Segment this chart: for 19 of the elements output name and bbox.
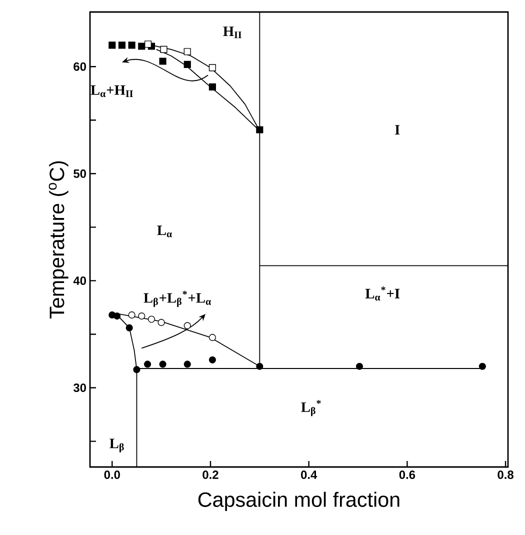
- y-axis-title: Temperature ($^{o}$C): [48, 161, 68, 318]
- annotation: H$_{II}$: [223, 26, 242, 38]
- x-tick-label: 0.2: [202, 470, 218, 479]
- x-tick-label: 0.6: [399, 470, 416, 479]
- y-tick-label: 60: [74, 62, 86, 71]
- annotation: L$_{β}$: [110, 438, 124, 452]
- annotation: L$_{β}$+L$_{β}$$^{*}$+L$_{α}$: [144, 290, 211, 307]
- annotation: L$_{β}$*: [301, 400, 321, 416]
- y-tick-label: 50: [74, 169, 86, 178]
- annotation: I: [395, 125, 400, 134]
- x-tick-label: 0.8: [498, 470, 514, 479]
- annotation: L$_{α}$+H$_{II}$: [90, 85, 133, 98]
- y-tick-label: 40: [73, 276, 86, 285]
- annotation: L$_{α}$$^{*}$+I: [365, 286, 400, 301]
- x-tick-label: 0.4: [300, 470, 318, 479]
- x-tick-label: 0.0: [104, 470, 120, 479]
- y-tick-label: 30: [73, 384, 86, 392]
- x-axis-title: Capsaicin mol fraction: [198, 492, 400, 512]
- annotation: L$_{α}$: [157, 226, 172, 238]
